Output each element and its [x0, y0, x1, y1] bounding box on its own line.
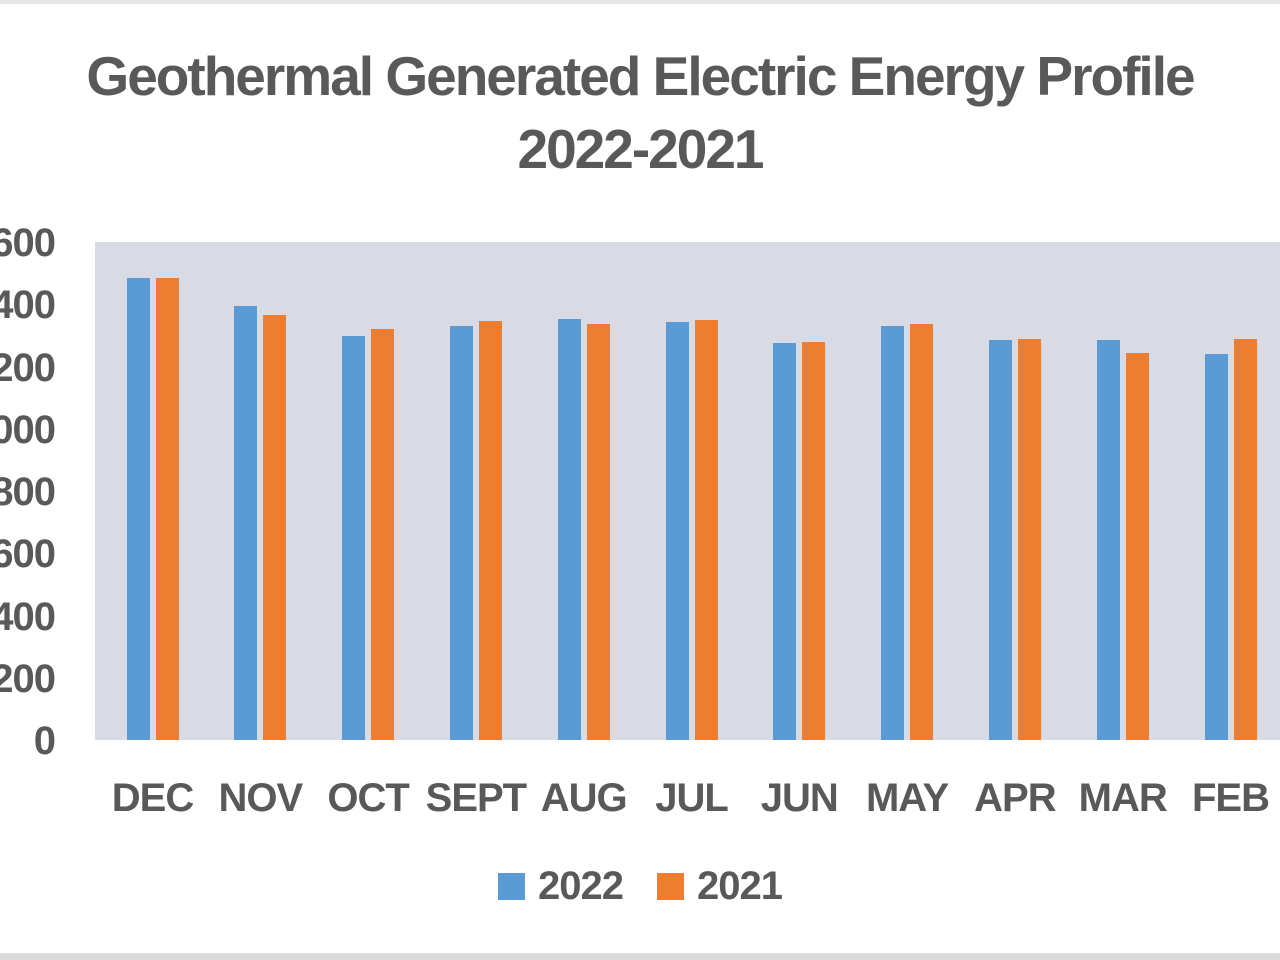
bar-jun-2021 [802, 341, 826, 740]
bar-sept-2021 [478, 321, 502, 740]
bar-oct-2022 [342, 336, 366, 740]
y-tick-label: 0 [33, 719, 56, 763]
bottom-edge-strip [0, 953, 1280, 960]
y-tick-label: 600 [0, 532, 56, 577]
x-axis-label: AUG [540, 776, 628, 820]
legend-label-2021: 2021 [697, 864, 783, 908]
x-axis-label: MAY [865, 776, 949, 820]
plot-area [95, 242, 1280, 740]
x-axis-label: SEPT [425, 776, 527, 820]
y-tick-label: 1600 [0, 221, 56, 265]
bar-apr-2022 [988, 340, 1012, 740]
legend-swatch-2022 [498, 872, 526, 900]
bar-feb-2022 [1204, 354, 1228, 740]
legend: 2022 2021 [0, 866, 1280, 906]
bar-may-2021 [910, 324, 934, 740]
chart-title: Geothermal Generated Electric Energy Pro… [0, 40, 1280, 186]
legend-item-2021: 2021 [657, 864, 783, 908]
bar-jul-2021 [694, 319, 718, 740]
bar-jun-2022 [773, 342, 797, 740]
x-axis-label: OCT [327, 776, 409, 820]
y-tick-label: 1400 [0, 283, 56, 328]
x-axis-label: FEB [1192, 776, 1270, 820]
x-axis-label: MAR [1078, 776, 1168, 820]
chart-title-line1: Geothermal Generated Electric Energy Pro… [86, 45, 1195, 107]
bar-aug-2022 [557, 318, 581, 740]
legend-swatch-2021 [657, 872, 684, 900]
bar-apr-2021 [1017, 338, 1041, 740]
x-axis-label: JUN [760, 776, 839, 820]
bar-oct-2021 [371, 329, 395, 740]
bar-mar-2021 [1125, 352, 1149, 740]
legend-label-2022: 2022 [538, 864, 624, 908]
bar-dec-2022 [126, 277, 150, 740]
bar-aug-2021 [586, 323, 610, 740]
bar-nov-2021 [263, 315, 287, 740]
y-tick-label: 800 [0, 470, 56, 514]
y-tick-label: 400 [0, 594, 56, 639]
y-tick-label: 1000 [0, 407, 56, 452]
chart-title-line2: 2022-2021 [517, 118, 764, 180]
top-edge-strip [0, 0, 1280, 4]
y-tick-label: 200 [0, 656, 56, 701]
x-axis-label: DEC [111, 776, 194, 820]
bar-jul-2022 [665, 322, 689, 740]
bar-nov-2022 [234, 305, 258, 740]
bar-feb-2021 [1233, 338, 1257, 740]
bar-dec-2021 [155, 277, 179, 740]
x-axis-label: NOV [218, 776, 303, 820]
bar-may-2022 [881, 326, 905, 740]
bar-mar-2022 [1096, 340, 1120, 740]
x-axis-label: APR [974, 776, 1056, 820]
x-axis-label: JUL [655, 776, 729, 820]
legend-item-2022: 2022 [498, 864, 624, 908]
bar-sept-2022 [449, 326, 473, 740]
y-tick-label: 1200 [0, 345, 56, 390]
